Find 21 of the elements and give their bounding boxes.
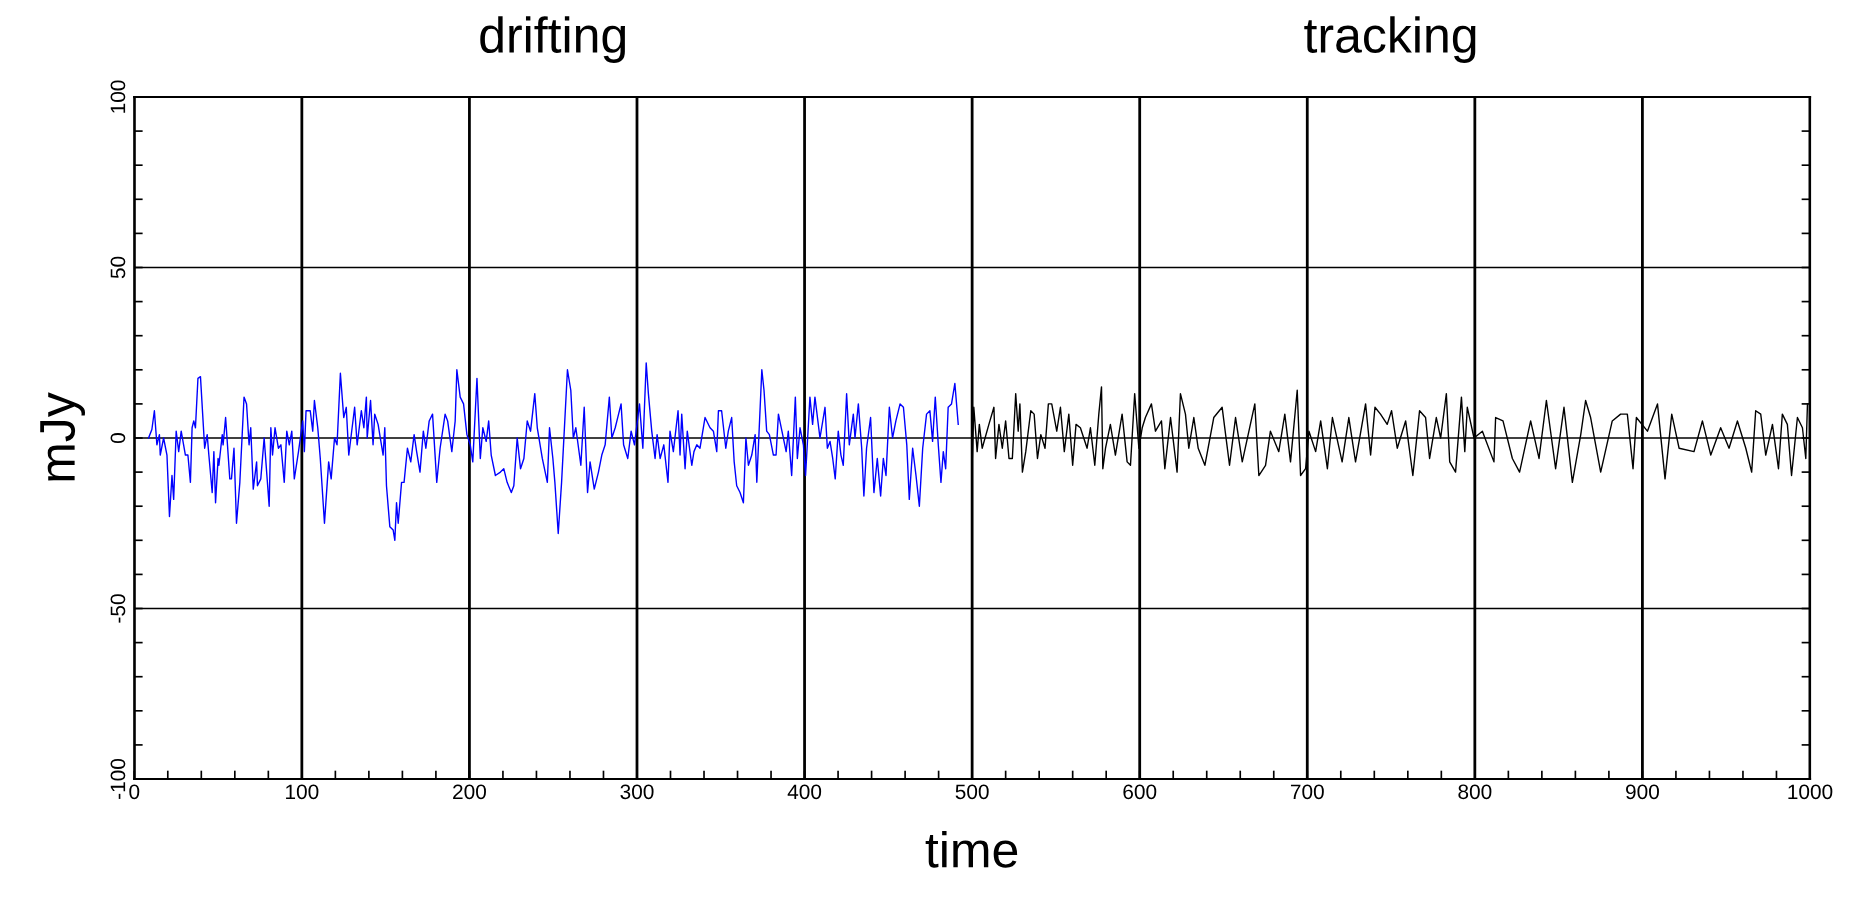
- x-tick-label: 300: [620, 784, 654, 800]
- y-tick-label: 50: [110, 256, 126, 279]
- text: drifting: [480, 16, 626, 63]
- x-tick-label: 200: [453, 784, 486, 800]
- y-tick-label: -100: [110, 758, 126, 799]
- x-tick-label: 500: [955, 784, 989, 800]
- y-tick-label: 0: [110, 433, 126, 443]
- x-axis-title: time: [925, 831, 1018, 868]
- x-tick-label: 900: [1626, 784, 1659, 800]
- y-tick-label: -50: [110, 594, 126, 623]
- x-tick-label: 700: [1290, 784, 1324, 800]
- line-series: [147, 362, 959, 542]
- x-tick-label: 600: [1123, 784, 1157, 800]
- text: tracking: [1304, 16, 1476, 63]
- y-tick-label: 100: [110, 80, 126, 113]
- x-tick-label: 800: [1458, 784, 1492, 800]
- x-tick-label: 0: [129, 784, 140, 800]
- x-tick-label: 400: [787, 784, 822, 800]
- x-tick-label: 1000: [1788, 784, 1833, 800]
- x-tick-label: 100: [286, 784, 319, 800]
- y-axis-title: mJy: [40, 392, 85, 481]
